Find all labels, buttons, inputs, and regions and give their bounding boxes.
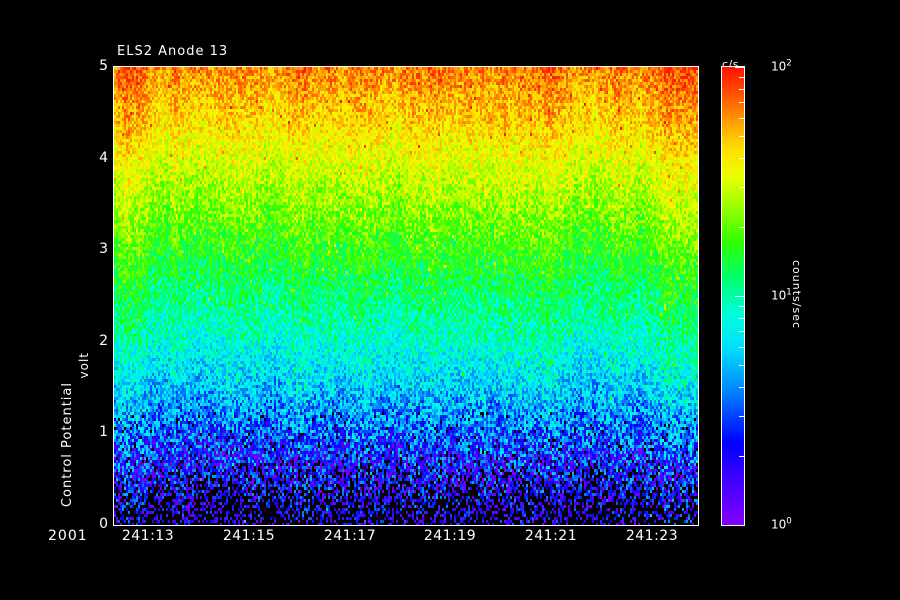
colorbar-tick-minor [739,187,744,188]
colorbar-tick-minor [739,77,744,78]
colorbar-tick-labels: 100 101 102 [745,59,792,532]
y-axis-tick-labels: 0 1 2 3 4 5 [86,58,108,532]
colorbar-tick-minor [739,416,744,417]
colorbar-tick-minor [739,102,744,103]
colorbar-tick-minor [739,347,744,348]
y-axis-title: Control Potential volt [44,222,91,507]
colorbar-axis-label: counts/sec [790,260,803,330]
x-tick-label: 241:21 [524,528,578,544]
y-tick-label: 3 [99,241,108,258]
y-axis-label: Control Potential [60,382,75,508]
x-tick-label: 241:23 [625,528,679,544]
plot-area[interactable] [113,66,699,526]
x-tick-label: 241:17 [323,528,377,544]
colorbar-tick-label: 101 [771,287,792,303]
colorbar-tick-minor [739,365,744,366]
colorbar-tick-minor [739,118,744,119]
colorbar-axis-title: counts/sec [778,260,803,350]
colorbar-tick-major [735,296,744,297]
y-tick-label: 1 [99,424,108,441]
colorbar-tick-minor [739,89,744,90]
colorbar-tick-minor [739,318,744,319]
colorbar-tick-minor [739,456,744,457]
y-tick-label: 4 [99,149,108,166]
colorbar-tick-major [735,525,744,526]
colorbar-tick-minor [739,387,744,388]
x-tick-label: 241:15 [222,528,276,544]
page-title: ELS2 Anode 13 [117,44,229,59]
colorbar[interactable] [721,66,745,526]
colorbar-tick-major [735,67,744,68]
y-tick-label: 5 [99,58,108,74]
spectrogram-canvas[interactable] [114,67,698,525]
colorbar-tick-minor [739,158,744,159]
colorbar-gradient [722,67,744,525]
colorbar-tick-minor [739,136,744,137]
colorbar-tick-label: 100 [771,516,792,532]
x-tick-label: 241:13 [121,528,175,544]
colorbar-tick-minor [739,227,744,228]
colorbar-tick-minor [739,331,744,332]
x-tick-label: 241:19 [423,528,477,544]
x-axis-year-label: 2001 [48,528,88,544]
colorbar-ticks [722,67,744,526]
y-tick-label: 2 [99,332,108,349]
colorbar-tick-label: 102 [771,58,792,74]
colorbar-tick-minor [739,306,744,307]
y-tick-label: 0 [99,516,108,532]
